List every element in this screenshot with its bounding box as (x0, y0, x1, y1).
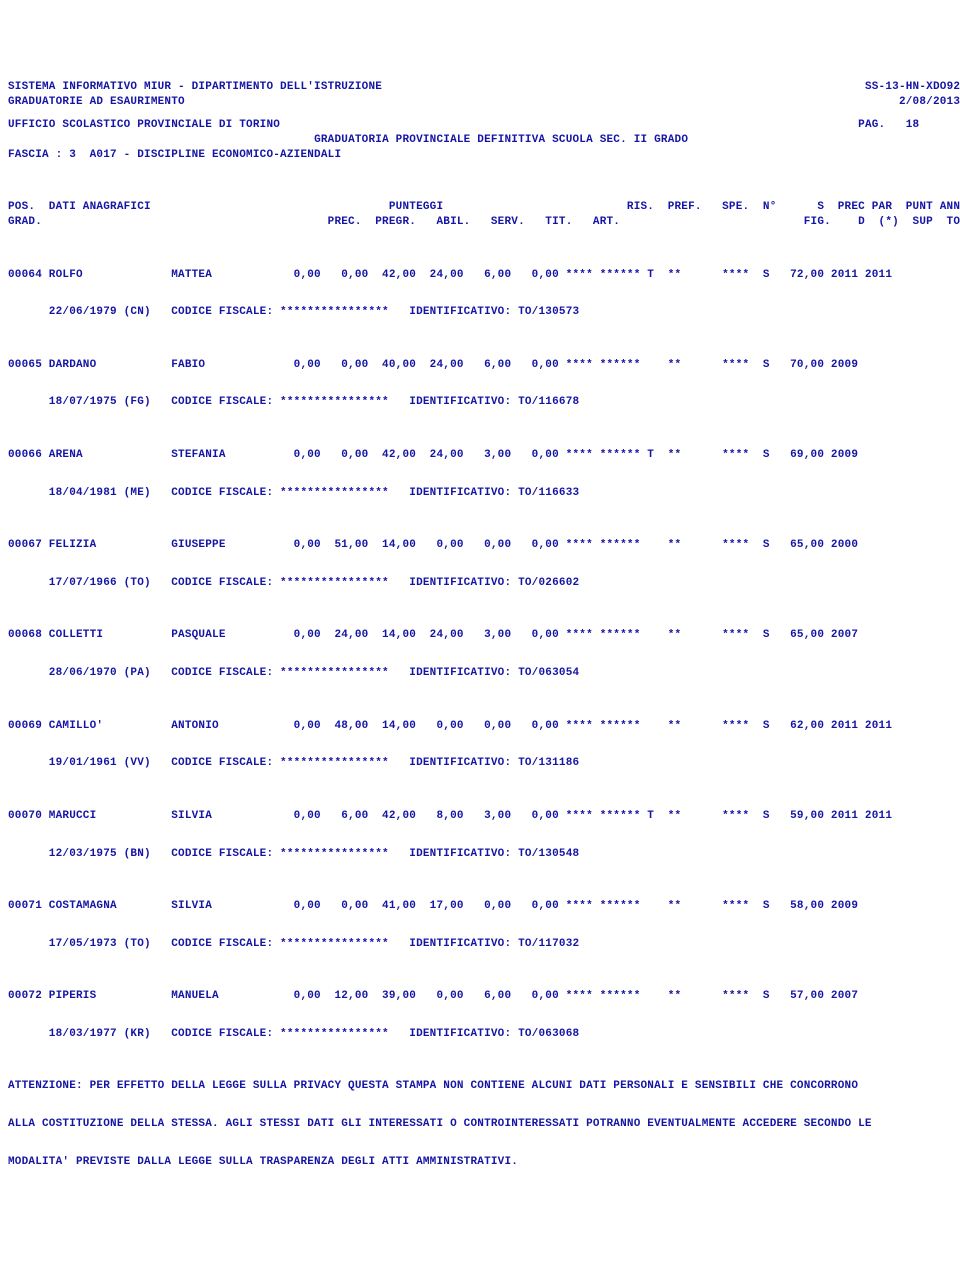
entry-line1: 00070 MARUCCI SILVIA 0,00 6,00 42,00 8,0… (8, 810, 892, 822)
footer-block: ATTENZIONE: PER EFFETTO DELLA LEGGE SULL… (8, 1079, 952, 1169)
header-block: SISTEMA INFORMATIVO MIUR - DIPARTIMENTO … (8, 80, 952, 162)
footer-line1: ATTENZIONE: PER EFFETTO DELLA LEGGE SULL… (8, 1080, 858, 1092)
entry-row: 00068 COLLETTI PASQUALE 0,00 24,00 14,00… (8, 628, 952, 681)
entry-row: 00064 ROLFO MATTEA 0,00 0,00 42,00 24,00… (8, 268, 952, 321)
report-document: SISTEMA INFORMATIVO MIUR - DIPARTIMENTO … (8, 65, 952, 1184)
entry-row: 00072 PIPERIS MANUELA 0,00 12,00 39,00 0… (8, 989, 952, 1042)
header-line3-right: PAG. 18 (858, 119, 919, 131)
entry-row: 00067 FELIZIA GIUSEPPE 0,00 51,00 14,00 … (8, 538, 952, 591)
fascia-line: FASCIA : 3 A017 - DISCIPLINE ECONOMICO-A… (8, 149, 341, 161)
entry-line1: 00064 ROLFO MATTEA 0,00 0,00 42,00 24,00… (8, 269, 892, 281)
entry-row: 00071 COSTAMAGNA SILVIA 0,00 0,00 41,00 … (8, 899, 952, 952)
entry-line1: 00069 CAMILLO' ANTONIO 0,00 48,00 14,00 … (8, 720, 892, 732)
entry-line1: 00066 ARENA STEFANIA 0,00 0,00 42,00 24,… (8, 449, 858, 461)
entry-line2: 28/06/1970 (PA) CODICE FISCALE: ********… (8, 667, 579, 679)
entry-row: 00066 ARENA STEFANIA 0,00 0,00 42,00 24,… (8, 448, 952, 501)
entry-line2: 18/04/1981 (ME) CODICE FISCALE: ********… (8, 487, 579, 499)
header-line2-right: 2/08/2013 (899, 96, 960, 108)
col-row1: POS. DATI ANAGRAFICI PUNTEGGI RIS. PREF.… (8, 201, 960, 213)
entry-line1: 00071 COSTAMAGNA SILVIA 0,00 0,00 41,00 … (8, 900, 858, 912)
header-line3-left: UFFICIO SCOLASTICO PROVINCIALE DI TORINO (8, 119, 280, 131)
col-row2: GRAD. PREC. PREGR. ABIL. SERV. TIT. ART.… (8, 216, 960, 228)
entry-line2: 18/03/1977 (KR) CODICE FISCALE: ********… (8, 1028, 579, 1040)
column-headers: POS. DATI ANAGRAFICI PUNTEGGI RIS. PREF.… (8, 200, 952, 230)
header-line2-left: GRADUATORIE AD ESAURIMENTO (8, 96, 185, 108)
footer-line2: ALLA COSTITUZIONE DELLA STESSA. AGLI STE… (8, 1118, 872, 1130)
entry-line1: 00065 DARDANO FABIO 0,00 0,00 40,00 24,0… (8, 359, 858, 371)
entry-line2: 17/05/1973 (TO) CODICE FISCALE: ********… (8, 938, 579, 950)
entry-row: 00069 CAMILLO' ANTONIO 0,00 48,00 14,00 … (8, 719, 952, 772)
entry-line1: 00067 FELIZIA GIUSEPPE 0,00 51,00 14,00 … (8, 539, 858, 551)
entry-line1: 00072 PIPERIS MANUELA 0,00 12,00 39,00 0… (8, 990, 858, 1002)
entry-line2: 19/01/1961 (VV) CODICE FISCALE: ********… (8, 757, 579, 769)
header-line1-left: SISTEMA INFORMATIVO MIUR - DIPARTIMENTO … (8, 81, 382, 93)
entry-line2: 22/06/1979 (CN) CODICE FISCALE: ********… (8, 306, 579, 318)
entry-row: 00065 DARDANO FABIO 0,00 0,00 40,00 24,0… (8, 358, 952, 411)
footer-line3: MODALITA' PREVISTE DALLA LEGGE SULLA TRA… (8, 1156, 518, 1168)
header-line1-right: SS-13-HN-XDO92 (865, 81, 960, 93)
entry-line2: 18/07/1975 (FG) CODICE FISCALE: ********… (8, 396, 579, 408)
entry-row: 00070 MARUCCI SILVIA 0,00 6,00 42,00 8,0… (8, 809, 952, 862)
entry-line2: 12/03/1975 (BN) CODICE FISCALE: ********… (8, 848, 579, 860)
entry-line1: 00068 COLLETTI PASQUALE 0,00 24,00 14,00… (8, 629, 858, 641)
header-title: GRADUATORIA PROVINCIALE DEFINITIVA SCUOL… (314, 134, 688, 146)
entry-line2: 17/07/1966 (TO) CODICE FISCALE: ********… (8, 577, 579, 589)
